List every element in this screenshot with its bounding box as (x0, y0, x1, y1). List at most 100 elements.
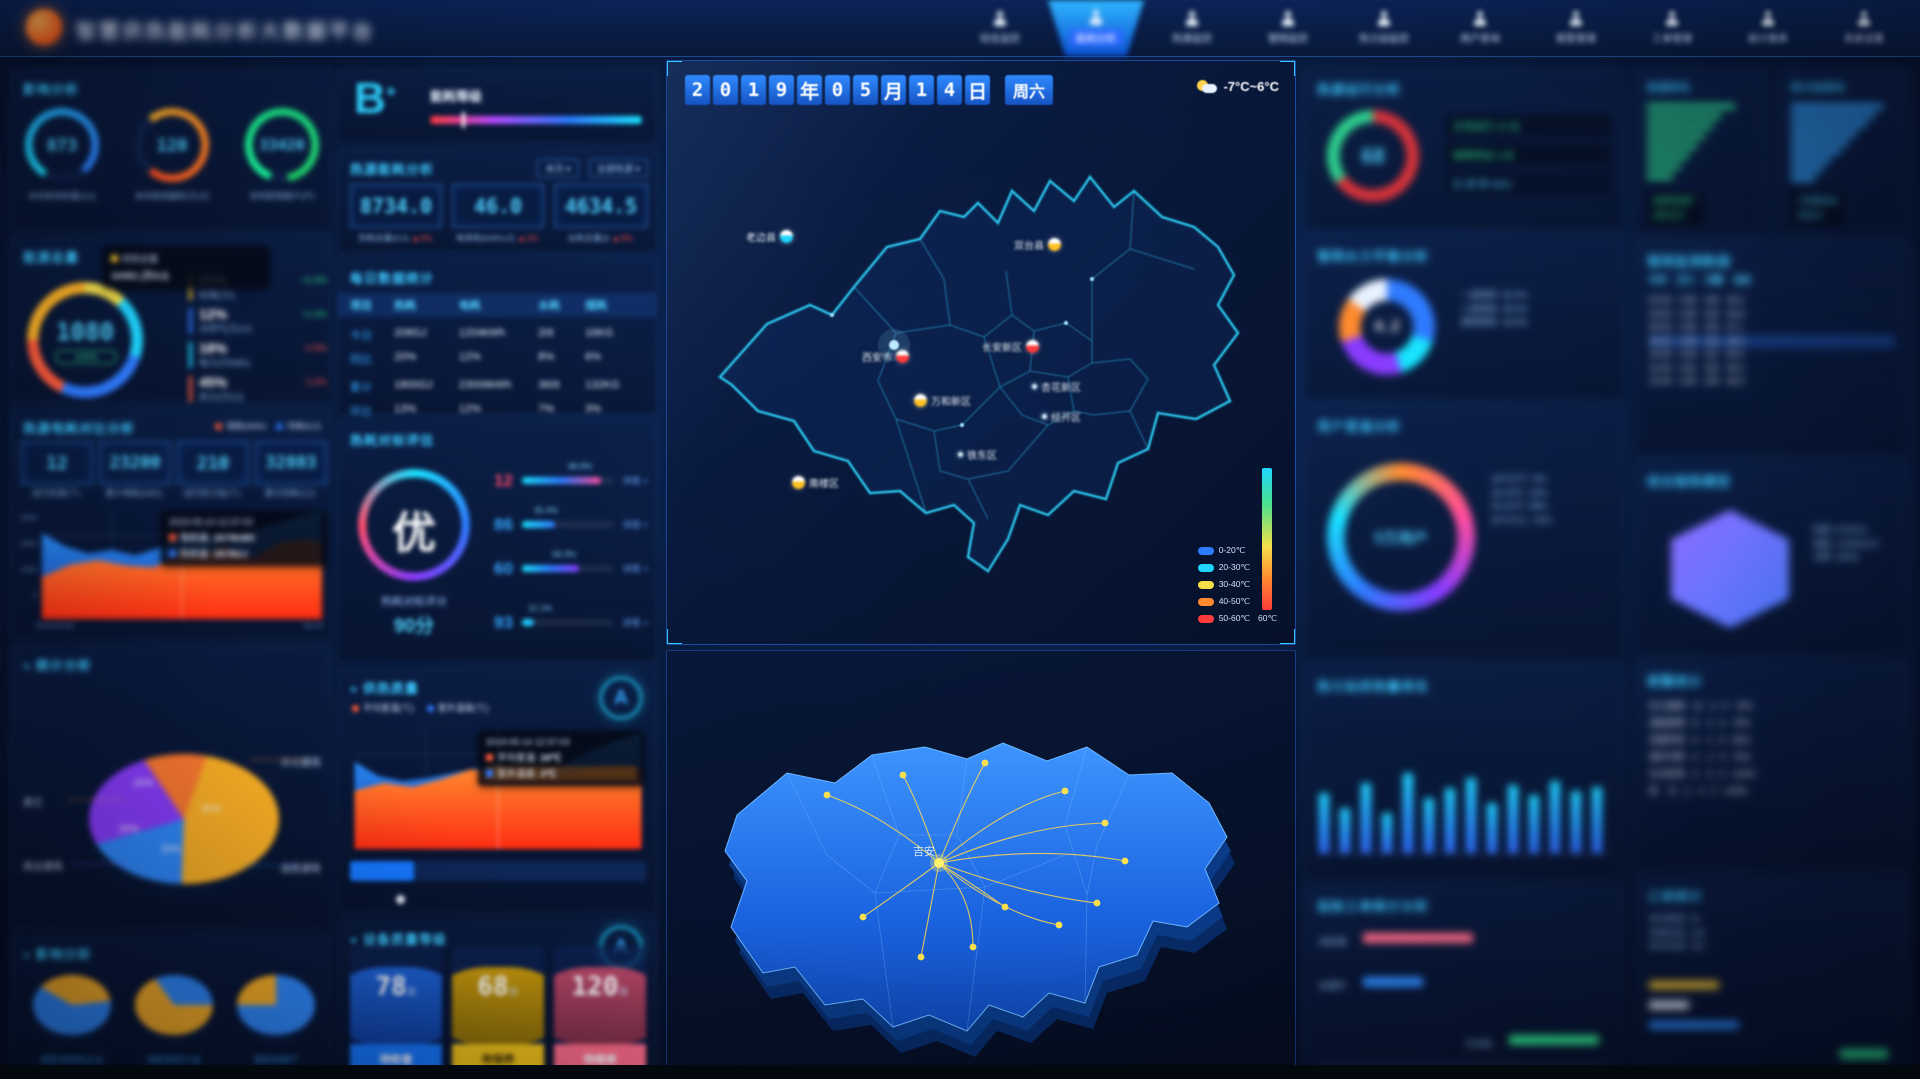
summary-bar (1649, 1001, 1689, 1009)
city-marker[interactable]: 双台县 (1014, 237, 1061, 252)
district-map-svg[interactable] (682, 119, 1282, 589)
legend-item[interactable]: 45% 热力(万GJ) -1.6% (189, 374, 327, 403)
panel-title: 管网水力平衡分析 (1317, 249, 1430, 264)
city-marker[interactable]: 铁东区 (958, 447, 997, 462)
panel-title: 管网监测数据 (1647, 254, 1732, 269)
nav-item-1-active[interactable]: 能耗分析 (1048, 0, 1144, 56)
nav-icon (1184, 11, 1200, 26)
chart-legend[interactable]: 电耗(kWh) 热耗(GJ) (215, 420, 321, 432)
nav-item-0[interactable]: 综合监控 (952, 0, 1048, 56)
province-3d-map-svg[interactable]: 吉安 (667, 655, 1296, 1075)
nav-icon (1760, 11, 1776, 26)
panel-title: 热源排名 (1647, 83, 1691, 94)
impact-pie-3[interactable] (237, 975, 315, 1035)
monitor-rows: 02:00 0.82 105 46.2 04:00 0.80 102 45.8 … (1649, 294, 1895, 389)
energy-total-value: 1080 (56, 318, 114, 346)
nav-icon (1856, 11, 1872, 26)
panel-energy-grade: B+ 能耗等级 (337, 69, 657, 144)
color-bar (189, 376, 192, 402)
panel-hydraulic: 管网水力平衡分析 4.2 一级管网 36.2% 二级管网 28.4% 庭院管网 … (1304, 236, 1625, 401)
device-card-maintain[interactable]: 68台 待保养 (452, 946, 544, 1074)
city-marker[interactable]: 万和新区 (914, 393, 971, 408)
legend-item[interactable]: 18% 电力(万kWh) -0.8% (189, 340, 327, 369)
chart-brush-handle[interactable] (350, 861, 414, 881)
panel-title: 热源运行分析 (1317, 82, 1402, 97)
panel-source-elec-compare: 热源电耗对比分析 电耗(kWh) 热耗(GJ) 12 23200 210 328… (10, 408, 332, 640)
city-marker[interactable]: 杏花新区 (1032, 379, 1081, 394)
table-row: 同比 20% 12% 8% 6% (350, 351, 602, 366)
panel-title: 热源能耗分析 (350, 162, 435, 177)
nav-item-2[interactable]: 热源监控 (1144, 0, 1240, 56)
benchmark-grade: 优 (392, 509, 436, 558)
table-header: 时间 压力 流量 温度 (1649, 275, 1752, 285)
nav-item-7[interactable]: 工单管理 (1624, 0, 1720, 56)
impact-pie-1[interactable] (33, 975, 111, 1035)
city-marker[interactable]: 老边县 (746, 229, 793, 244)
callout-line (243, 865, 299, 866)
panel-source-ranking: 热源排名 高新热源厂 3820GJ (1634, 69, 1766, 236)
nav-item-9[interactable]: 系统设置 (1816, 0, 1912, 56)
slider-dot[interactable] (396, 895, 405, 904)
device-card-inspect[interactable]: 78台 待检查 (350, 946, 442, 1074)
detail-link[interactable]: 详情 > (622, 520, 648, 530)
city-marker[interactable]: 经开区 (1042, 409, 1081, 424)
grade-marker (462, 112, 465, 128)
workorder-bar (1363, 977, 1423, 987)
nav-item-4[interactable]: 热力站监控 (1336, 0, 1432, 56)
highlight-row[interactable]: 08:00 0.88 126 48.6 (1649, 334, 1895, 348)
hexagon-model[interactable] (1671, 510, 1789, 628)
panel-network-monitor: 管网监测数据 时间 压力 流量 温度 02:00 0.82 105 46.2 0… (1634, 241, 1910, 456)
device-card-repair[interactable]: 120台 待维修 (554, 946, 646, 1074)
detail-link[interactable]: 详情 > (622, 564, 648, 574)
table-row: 今日 208GJ 1204kWh 20t 16KG (350, 327, 614, 342)
impact-pie-2[interactable] (135, 975, 213, 1035)
callout-line (249, 759, 305, 760)
legend-item[interactable]: 12% 天然气(万m³) +1.2% (189, 306, 327, 335)
weather-city-icon (792, 476, 805, 489)
bar-chart[interactable] (1319, 707, 1610, 854)
run-rows: 正常运行 12 台 故障停运 3 台 负 荷 率 65% (1445, 114, 1611, 195)
nav-item-6[interactable]: 报警管理 (1528, 0, 1624, 56)
panel-impact-pies: » 影响分析 受影响供热企业 受影响热力站 受影响用户 (10, 934, 332, 1079)
blue-bars (1791, 104, 1883, 181)
detail-link[interactable]: 详情 > (622, 476, 648, 486)
stat-box: 12 (21, 441, 93, 485)
note-box: 1号换热站 286GJ (1791, 192, 1845, 225)
filter-source[interactable]: 全部热源 ▾ (588, 159, 648, 178)
panel-title: » 影响分析 (23, 947, 92, 962)
weekday-display: 周六 (1005, 75, 1054, 105)
panel-impact-analysis: 影响分析 873 本年影响热量(GJ) 120 本年影响面积(万㎡) 33420… (10, 69, 332, 232)
panel-3d-map: 吉安 (666, 650, 1296, 1079)
left-column: 影响分析 873 本年影响热量(GJ) 120 本年影响面积(万㎡) 33420… (10, 60, 332, 1079)
city-marker[interactable]: 南楼区 (792, 475, 839, 490)
nav-icon (1376, 11, 1392, 26)
panel-station-ranking: 热力站排名 1号换热站 286GJ (1778, 69, 1910, 236)
city-marker[interactable]: 长安新区 (982, 339, 1039, 354)
nav-icon (1664, 11, 1680, 26)
city-marker[interactable]: 西安市 (862, 349, 909, 364)
chart-legend[interactable]: 平均室温(℃) 室外温度(℃) (352, 701, 489, 714)
detail-link[interactable]: 详情 > (622, 618, 648, 628)
weather-city-icon (896, 350, 909, 363)
panel-title: 热耗对标评估 (350, 433, 435, 448)
summary-bar (1649, 981, 1719, 989)
workorder-bar (1509, 1035, 1599, 1045)
partly-cloudy-icon (1197, 79, 1218, 94)
chart-brush-track[interactable] (350, 861, 646, 881)
legend-square-icon (111, 255, 118, 262)
nav-icon (1280, 11, 1296, 26)
nav-icon (1088, 10, 1104, 25)
weather-city-icon (1026, 340, 1039, 353)
nav-item-5[interactable]: 用户查询 (1432, 0, 1528, 56)
nav-item-3[interactable]: 管网监控 (1240, 0, 1336, 56)
grade-label: 能耗等级 (430, 89, 483, 104)
temperature-gradient-bar (1262, 468, 1273, 610)
panel-workorder-summary: 工单统计 本日新增 26 本周完成 118 本月完成 342 (1634, 876, 1910, 1079)
panel-heating-quality: » 供热质量 A 平均室温(℃) 室外温度(℃) 2019-05-14 12:3… (337, 668, 657, 914)
benchmark-row: 93 12.1% 详情 > (494, 603, 648, 632)
filter-month[interactable]: 本月 ▾ (537, 159, 579, 178)
panel-daily-stats: 每日数据统计 项目 热耗 电耗 水耗 煤耗 今日 208GJ 1204kWh 20t 16KG … (337, 258, 657, 418)
app-logo (26, 9, 62, 45)
nav-item-8[interactable]: 统计报表 (1720, 0, 1816, 56)
grade-a-badge: A (600, 677, 642, 719)
